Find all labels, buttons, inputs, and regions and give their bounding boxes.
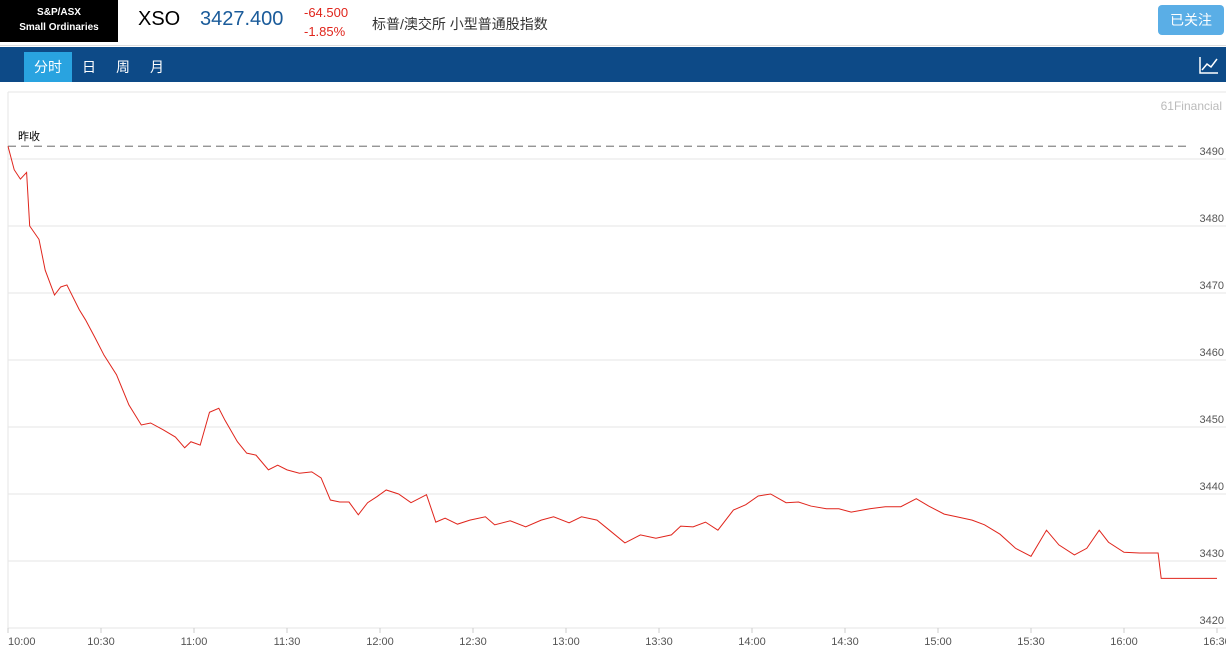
- y-tick-label: 3420: [1200, 615, 1224, 627]
- x-tick-label: 14:30: [831, 636, 859, 648]
- follow-button[interactable]: 已关注: [1158, 5, 1224, 35]
- y-tick-label: 3430: [1200, 548, 1224, 560]
- tab[interactable]: 日: [82, 59, 96, 75]
- x-tick-label: 12:00: [366, 636, 394, 648]
- y-tick-label: 3440: [1200, 481, 1224, 493]
- logo: S&P/ASX Small Ordinaries: [0, 0, 118, 42]
- x-tick-label: 11:00: [181, 636, 208, 648]
- x-tick-label: 12:30: [459, 636, 487, 648]
- tab[interactable]: 月: [150, 59, 164, 75]
- x-tick-label: 15:00: [924, 636, 952, 648]
- index-name: 标普/澳交所 小型普通股指数: [372, 16, 548, 32]
- header: S&P/ASX Small Ordinaries XSO 3427.400 -64…: [0, 0, 1226, 46]
- y-tick-label: 3470: [1200, 280, 1224, 292]
- change-value: -64.500: [304, 5, 349, 20]
- logo-line: Small Ordinaries: [19, 22, 99, 33]
- x-tick-label: 13:30: [645, 636, 673, 648]
- y-tick-label: 3450: [1200, 414, 1224, 426]
- watermark: 61Financial: [1161, 99, 1222, 113]
- chart-icon[interactable]: [1198, 55, 1220, 75]
- change: -64.500 -1.85%: [304, 3, 348, 41]
- y-tick-label: 3460: [1200, 347, 1224, 359]
- price: 3427.400: [200, 8, 284, 30]
- y-tick-label: 3480: [1200, 213, 1224, 225]
- change-pct: -1.85%: [304, 24, 346, 39]
- tab[interactable]: 分时: [24, 52, 72, 82]
- x-tick-label: 14:00: [738, 636, 766, 648]
- x-tick-label: 16:00: [1110, 636, 1138, 648]
- x-tick-label: 11:30: [274, 636, 301, 648]
- tab[interactable]: 周: [116, 59, 130, 75]
- symbol: XSO: [138, 8, 181, 30]
- logo-line: S&P/ASX: [37, 7, 81, 18]
- x-tick-label: 15:30: [1017, 636, 1045, 648]
- x-tick-label: 10:30: [87, 636, 115, 648]
- y-tick-label: 3490: [1200, 146, 1224, 158]
- nav-bar: 分时 日 周 月: [0, 47, 1226, 82]
- price-line: [7, 146, 1217, 579]
- reference-label: 昨收: [18, 129, 40, 143]
- x-tick-label: 13:00: [552, 636, 580, 648]
- x-tick-label: 10:00: [8, 636, 36, 648]
- x-tick-label: 16:30: [1203, 636, 1226, 648]
